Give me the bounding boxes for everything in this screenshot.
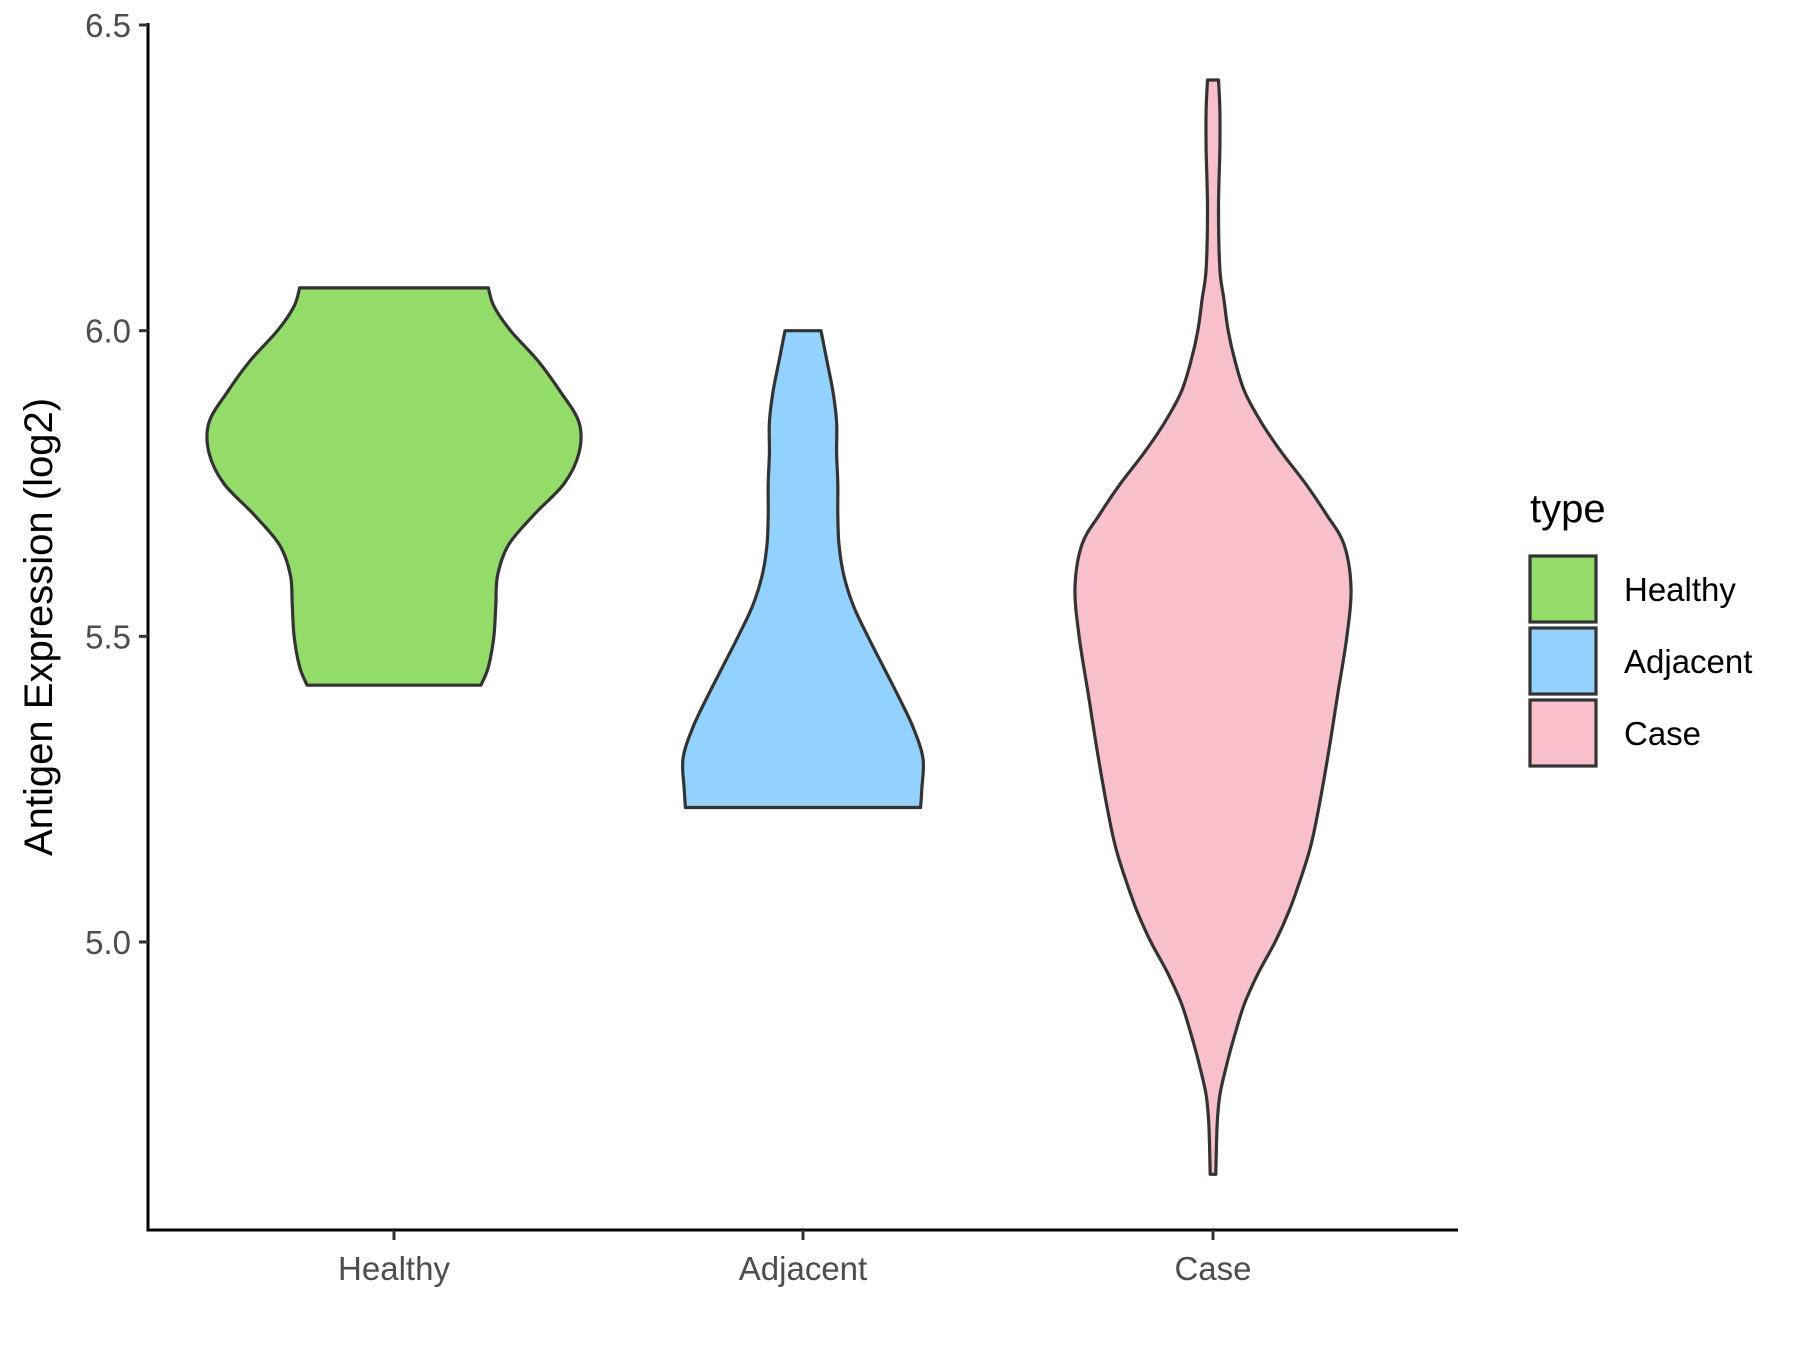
legend-label-adjacent: Adjacent <box>1624 643 1752 680</box>
legend-swatch-healthy <box>1528 554 1598 624</box>
legend: type Healthy Adjacent Case <box>1528 487 1752 768</box>
violin-layer <box>205 78 1353 1176</box>
violin-healthy <box>205 286 583 687</box>
x-tick-label-adjacent: Adjacent <box>739 1250 867 1287</box>
legend-label-case: Case <box>1624 715 1701 752</box>
x-tick-label-case: Case <box>1174 1250 1251 1287</box>
y-tick-label: 6.0 <box>85 313 131 350</box>
violin-case <box>1073 78 1353 1176</box>
x-tick-label-healthy: Healthy <box>338 1250 450 1287</box>
violin-adjacent <box>680 329 926 810</box>
legend-title: type <box>1530 487 1606 531</box>
legend-swatch-case <box>1528 698 1598 768</box>
legend-swatch-adjacent <box>1528 626 1598 696</box>
y-axis: 5.0 5.5 6.0 6.5 <box>85 7 150 1230</box>
legend-label-healthy: Healthy <box>1624 571 1736 608</box>
y-tick-label: 6.5 <box>85 7 131 44</box>
y-tick-label: 5.0 <box>85 924 131 961</box>
y-tick-label: 5.5 <box>85 618 131 655</box>
y-axis-title: Antigen Expression (log2) <box>17 398 61 856</box>
x-axis: Healthy Adjacent Case <box>146 1228 1458 1287</box>
